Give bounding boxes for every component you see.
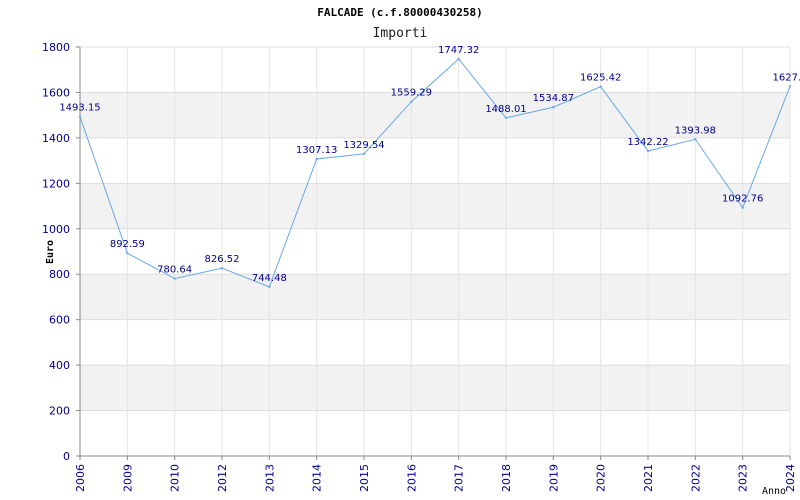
y-tick-label: 1800 xyxy=(42,41,70,54)
x-tick-label: 2009 xyxy=(121,464,134,492)
data-label: 1534.87 xyxy=(533,93,574,104)
y-tick-label: 800 xyxy=(49,268,70,281)
grid-band xyxy=(80,410,790,456)
x-tick-label: 2024 xyxy=(784,464,797,492)
y-tick-label: 1200 xyxy=(42,177,70,190)
data-point xyxy=(741,206,744,209)
x-tick-labels: 2006 2009 2010 2012 2013 2014 2015 2016 2017 2018… xyxy=(74,456,797,492)
data-point xyxy=(599,85,602,88)
data-point xyxy=(315,157,318,161)
chart-subtitle: Importi xyxy=(373,26,428,41)
data-point xyxy=(552,106,555,109)
x-tick-label: 2022 xyxy=(689,464,702,492)
y-tick-label: 1600 xyxy=(42,86,70,99)
data-label: 780.64 xyxy=(157,265,192,276)
x-tick-label: 2013 xyxy=(263,464,276,492)
grid-lines xyxy=(79,46,791,457)
data-label: 1493.15 xyxy=(59,103,100,114)
x-tick-label: 2020 xyxy=(595,464,608,492)
data-label: 1488.01 xyxy=(485,104,526,115)
x-axis-label: Anno xyxy=(762,486,786,497)
data-label: 1329.54 xyxy=(343,140,384,151)
data-label: 892.59 xyxy=(110,239,145,250)
x-tick-label: 2019 xyxy=(547,464,560,492)
data-label: 1625.42 xyxy=(580,73,621,84)
x-tick-label: 2014 xyxy=(311,464,324,492)
data-point xyxy=(362,152,366,156)
data-point xyxy=(788,85,792,88)
x-tick-label: 2006 xyxy=(74,464,87,492)
y-tick-label: 1000 xyxy=(42,223,70,236)
data-point xyxy=(78,115,82,118)
data-point xyxy=(646,149,650,153)
data-labels: 1493.15 892.59 780.64 826.52 744.48 1307.13 13… xyxy=(59,45,800,284)
series-line xyxy=(79,58,791,288)
y-tick-label: 1400 xyxy=(42,132,70,145)
data-point xyxy=(457,57,460,61)
y-tick-label: 600 xyxy=(49,314,70,327)
grid-bands xyxy=(80,47,790,456)
x-tick-label: 2018 xyxy=(500,464,513,492)
data-point xyxy=(694,138,697,141)
x-tick-label: 2017 xyxy=(453,464,466,492)
x-tick-label: 2015 xyxy=(358,464,371,492)
data-label: 744.48 xyxy=(252,273,287,284)
grid-band xyxy=(80,365,790,411)
grid-band xyxy=(80,137,790,184)
data-label: 1627.2 xyxy=(773,72,800,83)
grid-band xyxy=(80,47,790,93)
grid-band xyxy=(80,274,790,320)
y-tick-labels: 0 200 400 600 800 1000 1200 1400 1600 1800 xyxy=(42,41,80,463)
x-tick-label: 2016 xyxy=(405,464,418,492)
data-point xyxy=(126,251,129,255)
data-label: 826.52 xyxy=(205,254,240,265)
x-tick-label: 2010 xyxy=(169,464,182,492)
data-point xyxy=(504,116,508,120)
data-label: 1307.13 xyxy=(296,145,337,156)
chart-title: FALCADE (c.f.80000430258) xyxy=(317,6,483,19)
axes xyxy=(79,47,790,457)
data-point xyxy=(173,277,176,280)
x-tick-label: 2012 xyxy=(216,464,229,492)
data-point xyxy=(220,266,224,270)
grid-band xyxy=(80,319,790,366)
data-label: 1559.29 xyxy=(391,88,432,99)
x-tick-label: 2021 xyxy=(642,464,655,492)
data-point xyxy=(268,285,271,289)
data-point xyxy=(410,100,413,103)
data-label: 1342.22 xyxy=(627,137,668,148)
grid-band xyxy=(80,183,790,229)
y-tick-label: 0 xyxy=(63,450,70,463)
y-tick-label: 400 xyxy=(49,359,70,372)
data-label: 1092.76 xyxy=(722,194,763,205)
y-tick-label: 200 xyxy=(49,405,70,418)
y-axis-label: Euro xyxy=(45,240,56,264)
series-group xyxy=(78,57,792,289)
data-label: 1393.98 xyxy=(675,125,716,136)
grid-band xyxy=(80,92,790,138)
data-label: 1747.32 xyxy=(438,45,479,56)
x-tick-label: 2023 xyxy=(737,464,750,492)
grid-band xyxy=(80,228,790,275)
